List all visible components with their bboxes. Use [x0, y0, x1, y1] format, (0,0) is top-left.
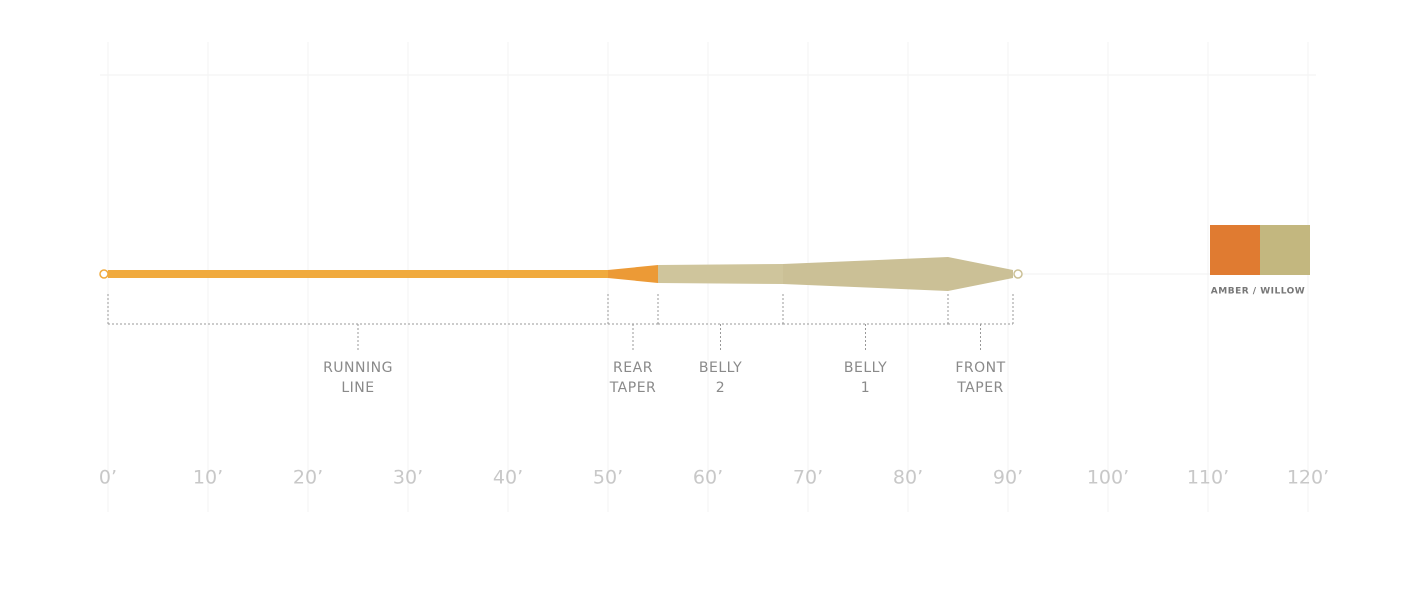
x-tick-label: 70’ [793, 467, 823, 489]
line-section [783, 257, 948, 291]
x-tick-label: 50’ [593, 467, 623, 489]
section-label: REAR [613, 360, 653, 376]
section-label: 1 [861, 380, 870, 396]
loop [1013, 269, 1023, 279]
line-section [608, 265, 658, 283]
section-label: BELLY [844, 360, 887, 376]
section-label: FRONT [955, 360, 1005, 376]
x-tick-label: 100’ [1087, 467, 1129, 489]
x-tick-label: 120’ [1287, 467, 1329, 489]
x-tick-label: 0’ [99, 467, 117, 489]
line-section [948, 257, 1013, 291]
legend-swatch [1210, 225, 1260, 275]
section-label: RUNNING [323, 360, 393, 376]
legend-label: AMBER / WILLOW [1211, 287, 1305, 297]
legend-swatch [1260, 225, 1310, 275]
x-tick-label: 110’ [1187, 467, 1229, 489]
x-tick-label: 10’ [193, 467, 223, 489]
section-label: TAPER [609, 380, 657, 396]
line-section [658, 264, 783, 284]
x-tick-label: 40’ [493, 467, 523, 489]
section-label: 2 [716, 380, 725, 396]
x-tick-label: 30’ [393, 467, 423, 489]
x-tick-label: 20’ [293, 467, 323, 489]
section-label: TAPER [956, 380, 1004, 396]
line-section [108, 270, 608, 278]
loop [99, 269, 109, 279]
x-tick-label: 80’ [893, 467, 923, 489]
x-tick-label: 90’ [993, 467, 1023, 489]
section-label: BELLY [699, 360, 742, 376]
section-label: LINE [341, 380, 374, 396]
x-tick-label: 60’ [693, 467, 723, 489]
